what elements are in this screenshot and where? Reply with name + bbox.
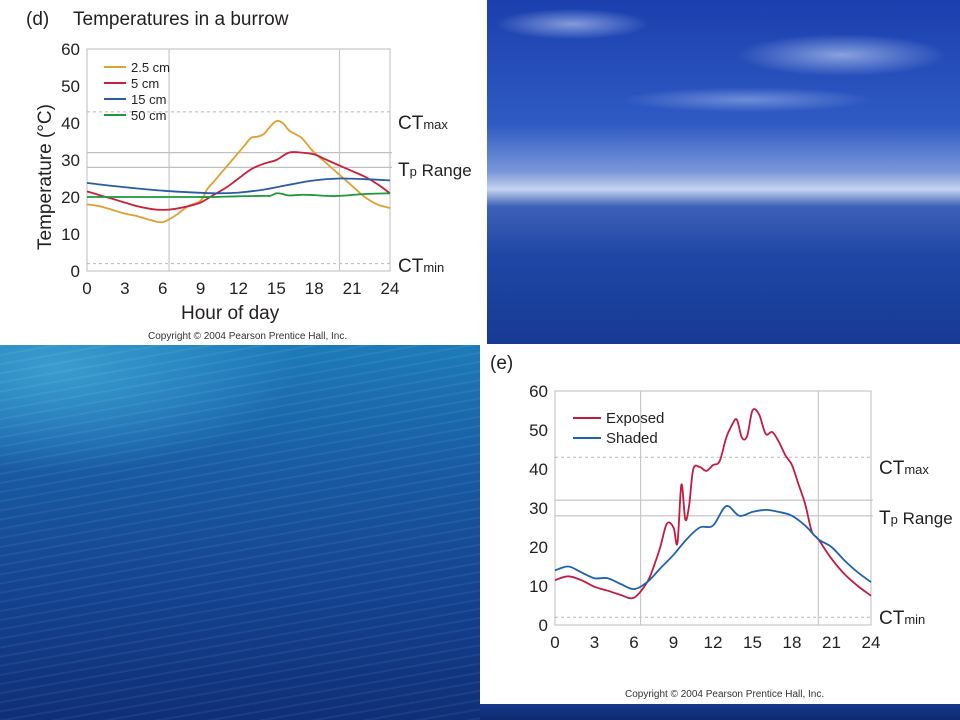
chart-e-reference-lines	[554, 390, 873, 626]
chart-e-ctmax-label: CTmax	[879, 458, 929, 479]
chart-d-ytick-label: 50	[61, 77, 80, 96]
chart-d-plot: 0 10 20 30 40 50 60 0 3 6 9 12 15 18 21 24 2.5 cm5 cm15 …	[61, 40, 399, 298]
chart-d-xtick-label: 24	[381, 279, 400, 298]
chart-d-xtick-label: 3	[120, 279, 129, 298]
panel-e-copyright: Copyright © 2004 Pearson Prentice Hall, …	[625, 689, 825, 700]
sky-ocean-photo	[487, 0, 960, 344]
chart-d-series-line-3	[87, 192, 391, 198]
chart-e-ytick-label: 60	[529, 382, 548, 401]
chart-e-ytick-label: 0	[539, 616, 548, 635]
chart-d-xtick-label: 0	[82, 279, 91, 298]
chart-e-xtick-label: 0	[550, 633, 559, 652]
chart-d-ctmin-label: CTmin	[398, 256, 445, 277]
chart-e-xtick-label: 24	[862, 633, 881, 652]
chart-e-xtick-label: 12	[704, 633, 723, 652]
chart-d-series-line-0	[86, 120, 391, 224]
panel-d-letter: (d)	[26, 9, 50, 30]
chart-e-ctmin-label: CTmin	[879, 608, 926, 629]
chart-e-tp-range-label: Tp Range	[879, 508, 953, 529]
chart-d-ytick-label: 0	[71, 262, 80, 281]
chart-e-xtick-label: 3	[590, 633, 599, 652]
chart-d-legend-label-3: 50 cm	[131, 108, 166, 123]
chart-d-xtick-label: 9	[196, 279, 205, 298]
chart-e-plot: 0 10 20 30 40 50 60 0 3 6 9 12 15 18 21 24 Exposed Shaded	[529, 382, 880, 652]
panel-e-letter: (e)	[490, 353, 514, 374]
chart-d-plot-frame	[86, 48, 391, 272]
chart-e-xtick-label: 15	[743, 633, 762, 652]
chart-panel-d: (d) Temperatures in a burrow 0 10 20 30 40 50…	[0, 0, 487, 345]
chart-e-ytick-label: 30	[529, 499, 548, 518]
chart-d-xtick-label: 12	[229, 279, 248, 298]
chart-e-xtick-label: 9	[669, 633, 678, 652]
chart-d-ytick-label: 30	[61, 151, 80, 170]
chart-d-xtick-label: 6	[158, 279, 167, 298]
water-photo	[0, 345, 480, 720]
chart-e-xtick-label: 21	[822, 633, 841, 652]
chart-panel-e: (e) 0 10 20 30 40 50 60 0 3 6 9 12 15 18 21 24 Exposed Sh…	[480, 344, 960, 704]
chart-e-legend-label-0: Exposed	[606, 410, 664, 427]
chart-e-ytick-label: 20	[529, 538, 548, 557]
chart-d-series-line-2	[86, 177, 391, 195]
chart-e-svg: 0 10 20 30 40 50 60 0 3 6 9 12 15 18 21 24 Exposed Shaded	[529, 382, 880, 652]
chart-d-series-line-1	[86, 151, 391, 211]
panel-d-title: Temperatures in a burrow	[73, 9, 289, 30]
chart-d-xtick-label: 18	[305, 279, 324, 298]
chart-d-ytick-label: 60	[61, 40, 80, 59]
chart-d-xtick-label: 15	[267, 279, 286, 298]
chart-d-tp-range-label: Tp Range	[398, 160, 472, 181]
chart-e-ytick-label: 10	[529, 577, 548, 596]
chart-d-xtick-label: 21	[343, 279, 362, 298]
chart-e-ytick-label: 40	[529, 460, 548, 479]
chart-d-legend-label-2: 15 cm	[131, 92, 166, 107]
chart-d-legend-label-1: 5 cm	[131, 76, 159, 91]
panel-d-copyright: Copyright © 2004 Pearson Prentice Hall, …	[148, 331, 348, 342]
chart-d-legend-label-0: 2.5 cm	[131, 60, 170, 75]
chart-d-ylabel: Temperature (°C)	[34, 104, 56, 250]
water-photo-strip	[480, 704, 960, 720]
chart-e-plot-frame	[554, 390, 872, 626]
chart-e-xtick-label: 6	[629, 633, 638, 652]
chart-d-xlabel: Hour of day	[181, 303, 280, 324]
chart-e-legend-label-1: Shaded	[606, 430, 658, 447]
chart-e-xtick-label: 18	[783, 633, 802, 652]
chart-d-ytick-label: 10	[61, 225, 80, 244]
chart-e-ytick-label: 50	[529, 421, 548, 440]
chart-d-ytick-label: 40	[61, 114, 80, 133]
chart-d-svg: 0 10 20 30 40 50 60 0 3 6 9 12 15 18 21 24 2.5 cm5 cm15 …	[61, 40, 399, 298]
chart-d-ctmax-label: CTmax	[398, 113, 448, 134]
chart-e-series-line-0	[554, 408, 872, 600]
chart-e-series-line-1	[554, 505, 872, 591]
chart-d-ytick-label: 20	[61, 188, 80, 207]
chart-d-reference-lines	[86, 48, 392, 272]
